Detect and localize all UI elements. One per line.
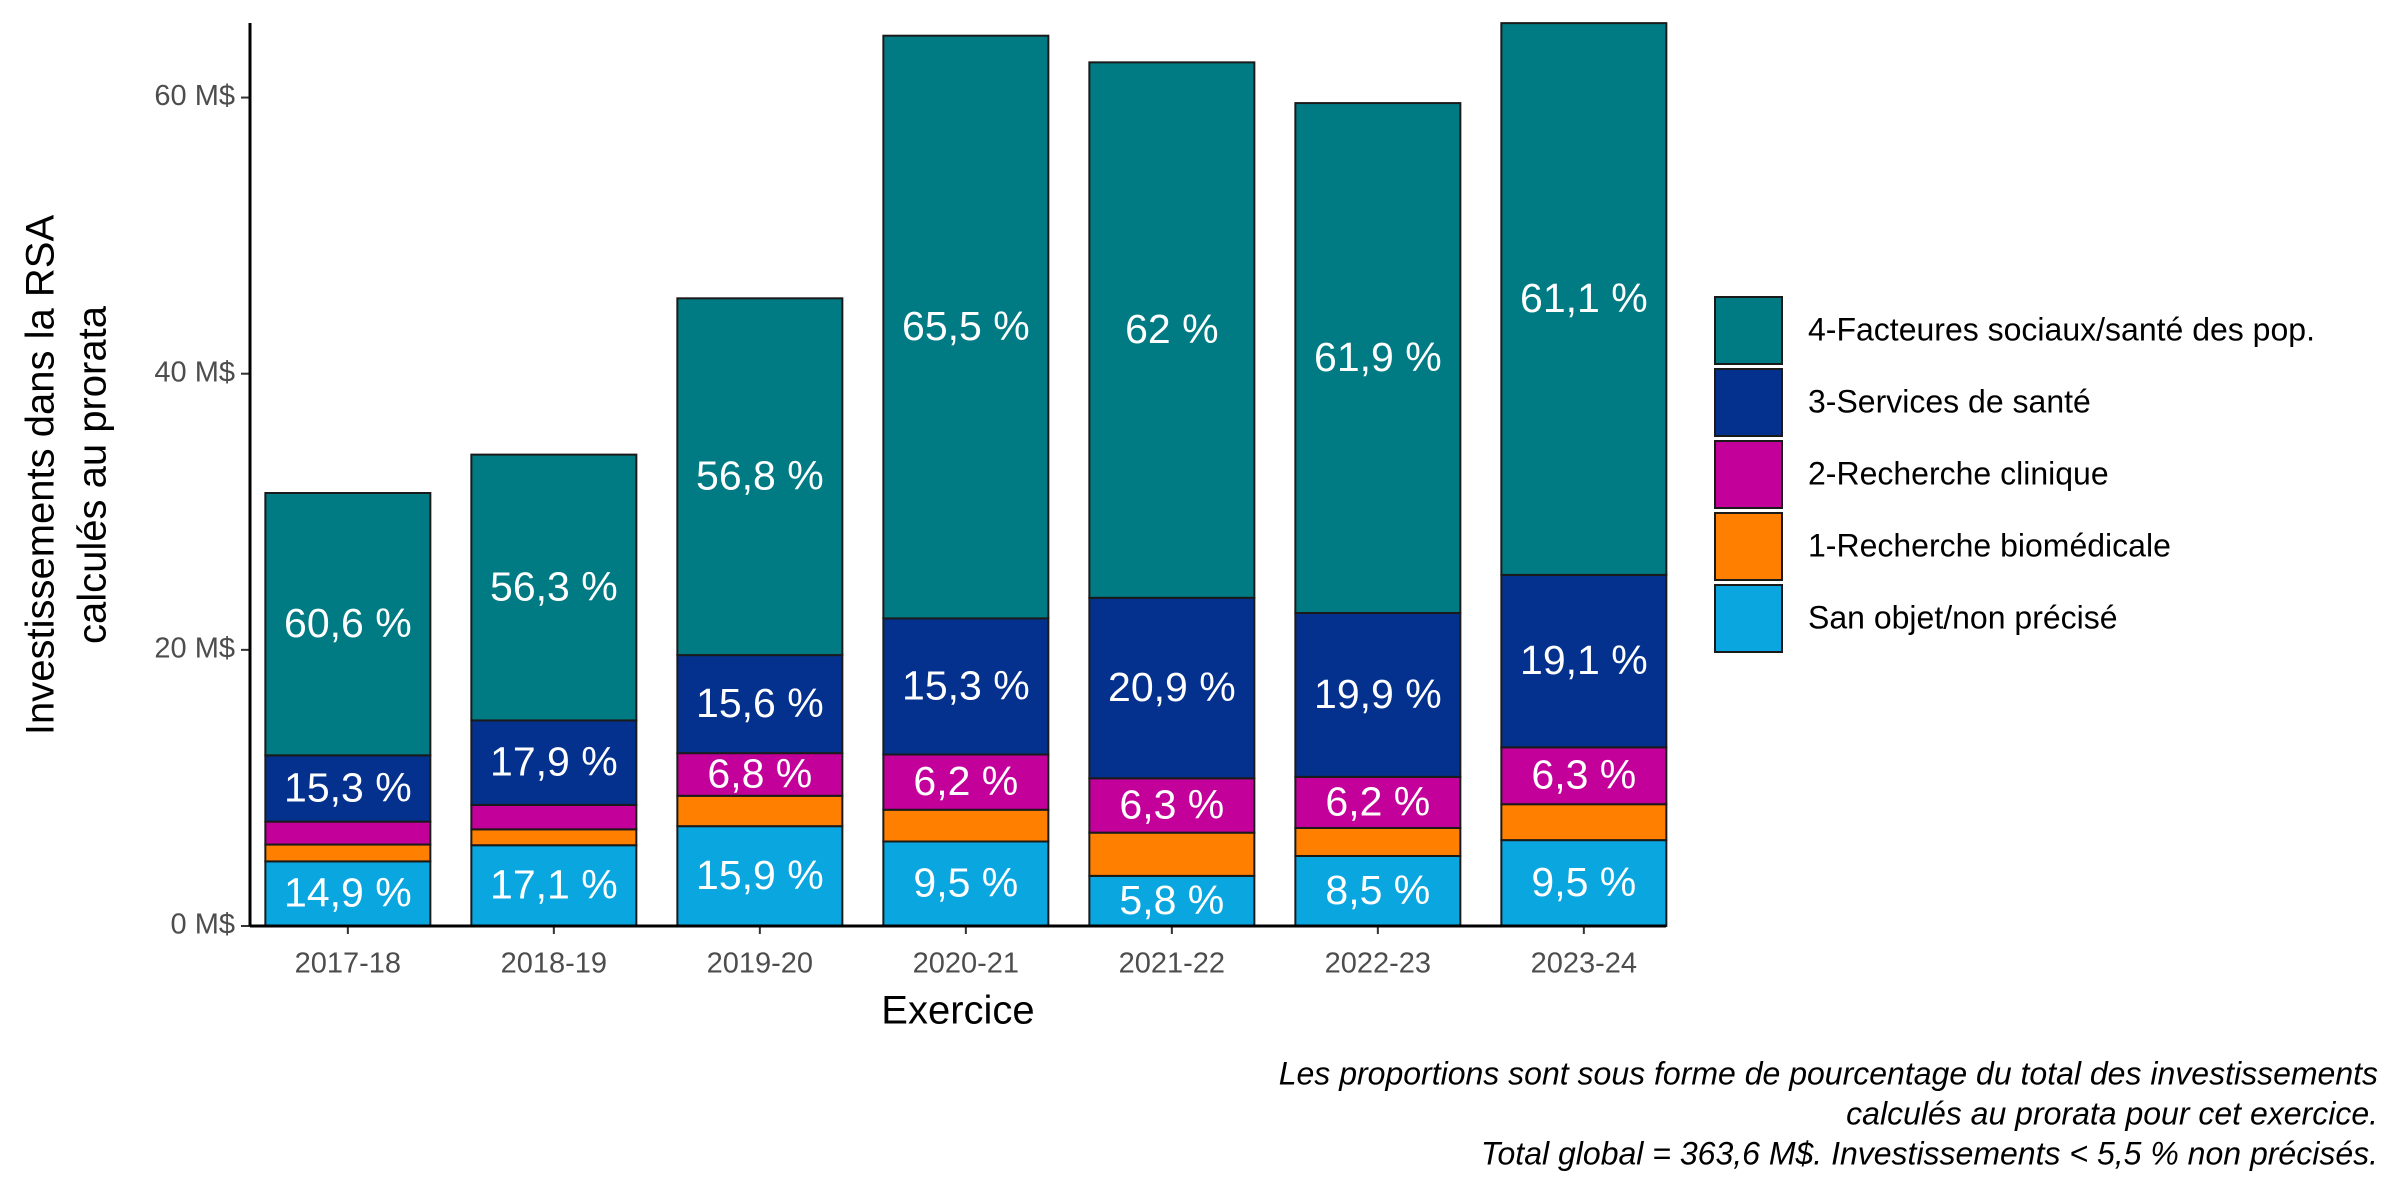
y-tick-label: 0 M$ bbox=[171, 909, 235, 941]
bar-segment bbox=[470, 828, 638, 847]
segment-label: 15,6 % bbox=[696, 680, 824, 726]
segment-label: 6,8 % bbox=[707, 750, 812, 796]
bar-segment bbox=[882, 840, 1050, 927]
bar-segment bbox=[1294, 826, 1462, 857]
segment-label: 6,2 % bbox=[913, 758, 1018, 804]
segment-label: 61,1 % bbox=[1520, 275, 1648, 321]
bar-segment bbox=[264, 820, 432, 846]
x-tick-label: 2019-20 bbox=[707, 948, 813, 980]
segment-label: 19,1 % bbox=[1520, 637, 1648, 683]
bar-segment bbox=[676, 794, 844, 828]
x-tick-label: 2023-24 bbox=[1531, 948, 1637, 980]
bar-segment bbox=[470, 453, 638, 722]
bar-segment bbox=[676, 654, 844, 755]
bar-segment bbox=[882, 808, 1050, 843]
legend-swatch bbox=[1714, 296, 1783, 365]
y-tick-label: 20 M$ bbox=[154, 633, 235, 665]
x-tick-label: 2021-22 bbox=[1119, 948, 1225, 980]
bar-segment bbox=[676, 297, 844, 657]
y-axis-title: Investissements dans la RSA calculés au … bbox=[19, 215, 115, 736]
bar-segment bbox=[264, 754, 432, 823]
segment-label: 17,1 % bbox=[490, 861, 618, 907]
bar-segment bbox=[1500, 803, 1668, 842]
bar-segment bbox=[264, 860, 432, 927]
legend-swatch bbox=[1714, 368, 1783, 437]
y-tick-label: 60 M$ bbox=[154, 80, 235, 112]
segment-label: 60,6 % bbox=[284, 600, 412, 646]
bar-segment bbox=[264, 492, 432, 757]
bar-segment bbox=[1294, 854, 1462, 927]
bar-segment bbox=[1294, 775, 1462, 829]
segment-label: 6,3 % bbox=[1119, 781, 1224, 827]
y-axis-title-line: Investissements dans la RSA bbox=[19, 215, 63, 736]
y-axis-title-line: calculés au prorata bbox=[71, 305, 115, 644]
legend-label: San objet/non précisé bbox=[1808, 599, 2118, 635]
x-tick-label: 2020-21 bbox=[913, 948, 1019, 980]
bar-segment bbox=[882, 617, 1050, 756]
bar-segment bbox=[264, 843, 432, 863]
segment-label: 14,9 % bbox=[284, 870, 412, 916]
bar-segment bbox=[1088, 596, 1256, 780]
bar-segment bbox=[882, 34, 1050, 620]
segment-label: 5,8 % bbox=[1119, 877, 1224, 923]
x-tick-label: 2022-23 bbox=[1325, 948, 1431, 980]
bar-segment bbox=[470, 803, 638, 831]
bar-segment bbox=[676, 825, 844, 927]
segment-label: 20,9 % bbox=[1108, 664, 1236, 710]
legend-swatch bbox=[1714, 512, 1783, 581]
segment-label: 6,2 % bbox=[1325, 778, 1430, 824]
legend-label: 2-Recherche clinique bbox=[1808, 455, 2109, 491]
segment-label: 8,5 % bbox=[1325, 867, 1430, 913]
segment-label: 15,3 % bbox=[902, 662, 1030, 708]
x-axis-title: Exercice bbox=[881, 989, 1034, 1033]
legend-label: 4-Facteures sociaux/santé des pop. bbox=[1808, 311, 2315, 347]
segment-label: 9,5 % bbox=[1531, 859, 1636, 905]
x-tick-label: 2017-18 bbox=[295, 948, 401, 980]
segment-label: 15,9 % bbox=[696, 852, 824, 898]
legend-label: 1-Recherche biomédicale bbox=[1808, 527, 2171, 563]
segment-label: 19,9 % bbox=[1314, 671, 1442, 717]
caption: Les proportions sont sous forme de pourc… bbox=[1279, 1055, 2378, 1091]
legend-swatch bbox=[1714, 584, 1783, 653]
segment-label: 56,3 % bbox=[490, 563, 618, 609]
caption: Total global = 363,6 M$. Investissements… bbox=[1481, 1135, 2378, 1171]
segment-label: 61,9 % bbox=[1314, 334, 1442, 380]
bar-segment bbox=[1088, 61, 1256, 599]
segment-label: 56,8 % bbox=[696, 453, 824, 499]
caption: calculés au prorata pour cet exercice. bbox=[1846, 1095, 2378, 1131]
legend-label: 3-Services de santé bbox=[1808, 383, 2091, 419]
bar-segment bbox=[676, 752, 844, 797]
segment-label: 17,9 % bbox=[490, 738, 618, 784]
bar-segment bbox=[1088, 831, 1256, 877]
bar-segment bbox=[882, 753, 1050, 811]
segment-label: 6,3 % bbox=[1531, 752, 1636, 798]
x-tick-label: 2018-19 bbox=[501, 948, 607, 980]
bar-segment bbox=[1500, 22, 1668, 576]
y-tick-label: 40 M$ bbox=[154, 356, 235, 388]
bar-segment bbox=[1294, 611, 1462, 778]
segment-label: 9,5 % bbox=[913, 860, 1018, 906]
segment-label: 65,5 % bbox=[902, 303, 1030, 349]
segment-label: 15,3 % bbox=[284, 764, 412, 810]
segment-label: 62 % bbox=[1125, 306, 1218, 352]
legend-swatch bbox=[1714, 440, 1783, 509]
bar-segment bbox=[1294, 102, 1462, 614]
bar-segment bbox=[1500, 573, 1668, 749]
